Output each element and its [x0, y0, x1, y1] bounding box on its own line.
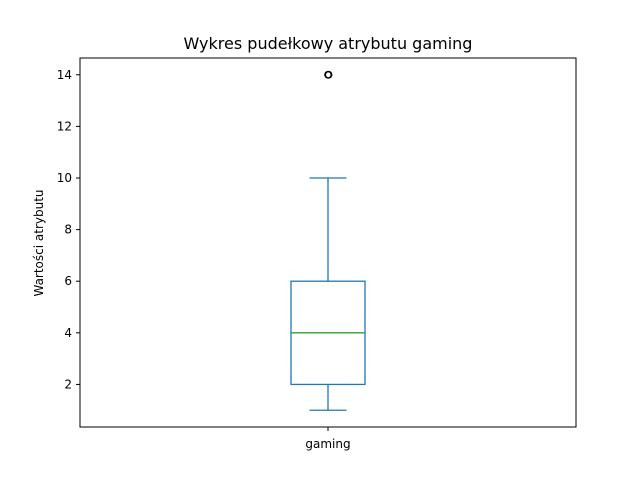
- y-tick-label: 8: [64, 223, 72, 237]
- outlier-point: [324, 70, 333, 79]
- y-tick-label: 6: [64, 274, 72, 288]
- y-axis-ticks: 2 4 6 8 10 12 14: [57, 68, 80, 391]
- y-axis-label: Wartości atrybutu: [32, 189, 46, 296]
- box-group: [290, 70, 366, 411]
- y-tick-label: 10: [57, 171, 72, 185]
- y-tick-label: 12: [57, 119, 72, 133]
- box-layer: [290, 70, 366, 411]
- x-tick-label: gaming: [305, 437, 350, 451]
- plot-area-frame: [79, 57, 577, 428]
- y-tick-label: 14: [57, 68, 72, 82]
- x-axis-ticks: gaming: [305, 427, 351, 451]
- chart-title: Wykres pudełkowy atrybutu gaming: [184, 34, 473, 53]
- y-tick-label: 2: [64, 377, 72, 391]
- y-tick-label: 4: [64, 326, 72, 340]
